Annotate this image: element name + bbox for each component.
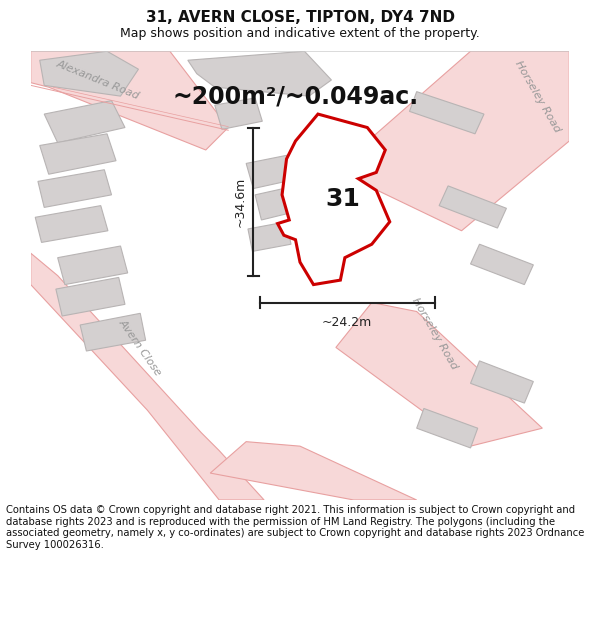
Polygon shape	[188, 51, 331, 96]
Polygon shape	[336, 302, 542, 446]
Text: Horseley Road: Horseley Road	[410, 296, 459, 371]
Text: ~24.2m: ~24.2m	[322, 316, 372, 329]
Polygon shape	[470, 361, 533, 403]
Polygon shape	[40, 134, 116, 174]
Polygon shape	[80, 313, 146, 351]
Polygon shape	[255, 186, 302, 220]
Polygon shape	[31, 51, 228, 150]
Polygon shape	[215, 98, 262, 129]
Polygon shape	[210, 442, 416, 500]
Text: 31, AVERN CLOSE, TIPTON, DY4 7ND: 31, AVERN CLOSE, TIPTON, DY4 7ND	[146, 10, 455, 25]
Polygon shape	[248, 222, 291, 251]
Polygon shape	[416, 409, 478, 448]
Text: Horseley Road: Horseley Road	[513, 59, 562, 134]
Polygon shape	[349, 51, 569, 231]
Text: Avern Close: Avern Close	[117, 318, 163, 378]
Text: Alexandra Road: Alexandra Road	[55, 59, 141, 101]
Polygon shape	[470, 244, 533, 284]
Polygon shape	[278, 114, 390, 284]
Text: ~34.6m: ~34.6m	[233, 176, 246, 227]
Polygon shape	[409, 92, 484, 134]
Polygon shape	[35, 206, 108, 242]
Polygon shape	[439, 186, 506, 228]
Polygon shape	[31, 253, 264, 500]
Text: 31: 31	[326, 188, 361, 211]
Text: ~200m²/~0.049ac.: ~200m²/~0.049ac.	[172, 84, 419, 108]
Polygon shape	[44, 101, 125, 142]
Polygon shape	[56, 278, 125, 316]
Polygon shape	[246, 154, 298, 189]
Polygon shape	[40, 51, 139, 96]
Text: Map shows position and indicative extent of the property.: Map shows position and indicative extent…	[120, 27, 480, 40]
Text: Contains OS data © Crown copyright and database right 2021. This information is : Contains OS data © Crown copyright and d…	[6, 505, 584, 550]
Polygon shape	[58, 246, 128, 284]
Polygon shape	[38, 170, 112, 208]
